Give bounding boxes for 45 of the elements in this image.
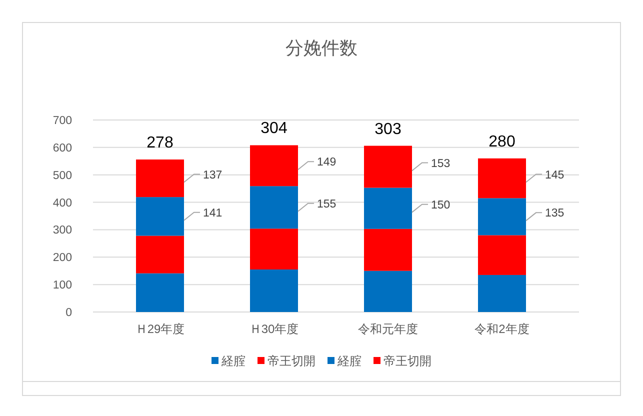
y-tick-label: 700 [52, 115, 72, 127]
x-tick-label: Ｈ29年度 [135, 322, 185, 336]
data-label: 135 [545, 208, 564, 220]
bar [364, 146, 412, 188]
x-tick-label: Ｈ30年度 [249, 322, 299, 336]
data-label: 145 [545, 169, 564, 182]
bar [478, 274, 526, 312]
bar [250, 186, 298, 229]
data-label: 141 [203, 207, 222, 220]
annotation: 278 [146, 134, 174, 152]
bar [478, 235, 526, 275]
annotation: 304 [260, 120, 288, 138]
bar [250, 228, 298, 270]
bar [478, 158, 526, 198]
annotation: 280 [488, 133, 516, 150]
bar [136, 236, 184, 274]
y-tick-label: 200 [52, 252, 72, 264]
bar [136, 159, 184, 198]
legend-label: 経腟 [220, 354, 246, 368]
bar [364, 270, 412, 312]
bar [136, 273, 184, 312]
legend-label: 帝王切開 [384, 354, 432, 368]
y-tick-label: 600 [52, 142, 72, 154]
data-label: 149 [317, 156, 336, 169]
y-tick-label: 300 [52, 224, 72, 237]
legend-label: 帝王切開 [268, 354, 316, 368]
x-tick-label: 令和元年度 [358, 322, 418, 336]
bar [364, 188, 412, 229]
data-label: 137 [203, 169, 222, 182]
data-label: 153 [431, 158, 450, 170]
bar [136, 197, 184, 236]
legend-label: 経腟 [336, 354, 362, 368]
y-tick-label: 0 [66, 307, 72, 319]
bar [250, 269, 298, 312]
bar [250, 145, 298, 186]
x-tick-label: 令和2年度 [474, 322, 530, 336]
y-tick-label: 500 [52, 170, 72, 182]
chart-title: 分娩件数 [286, 38, 358, 58]
bar [478, 198, 526, 236]
data-label: 150 [431, 199, 450, 212]
bar [364, 228, 412, 271]
y-tick-label: 100 [52, 280, 72, 292]
y-tick-label: 400 [52, 197, 72, 210]
annotation: 303 [374, 120, 402, 138]
data-label: 155 [317, 198, 336, 210]
